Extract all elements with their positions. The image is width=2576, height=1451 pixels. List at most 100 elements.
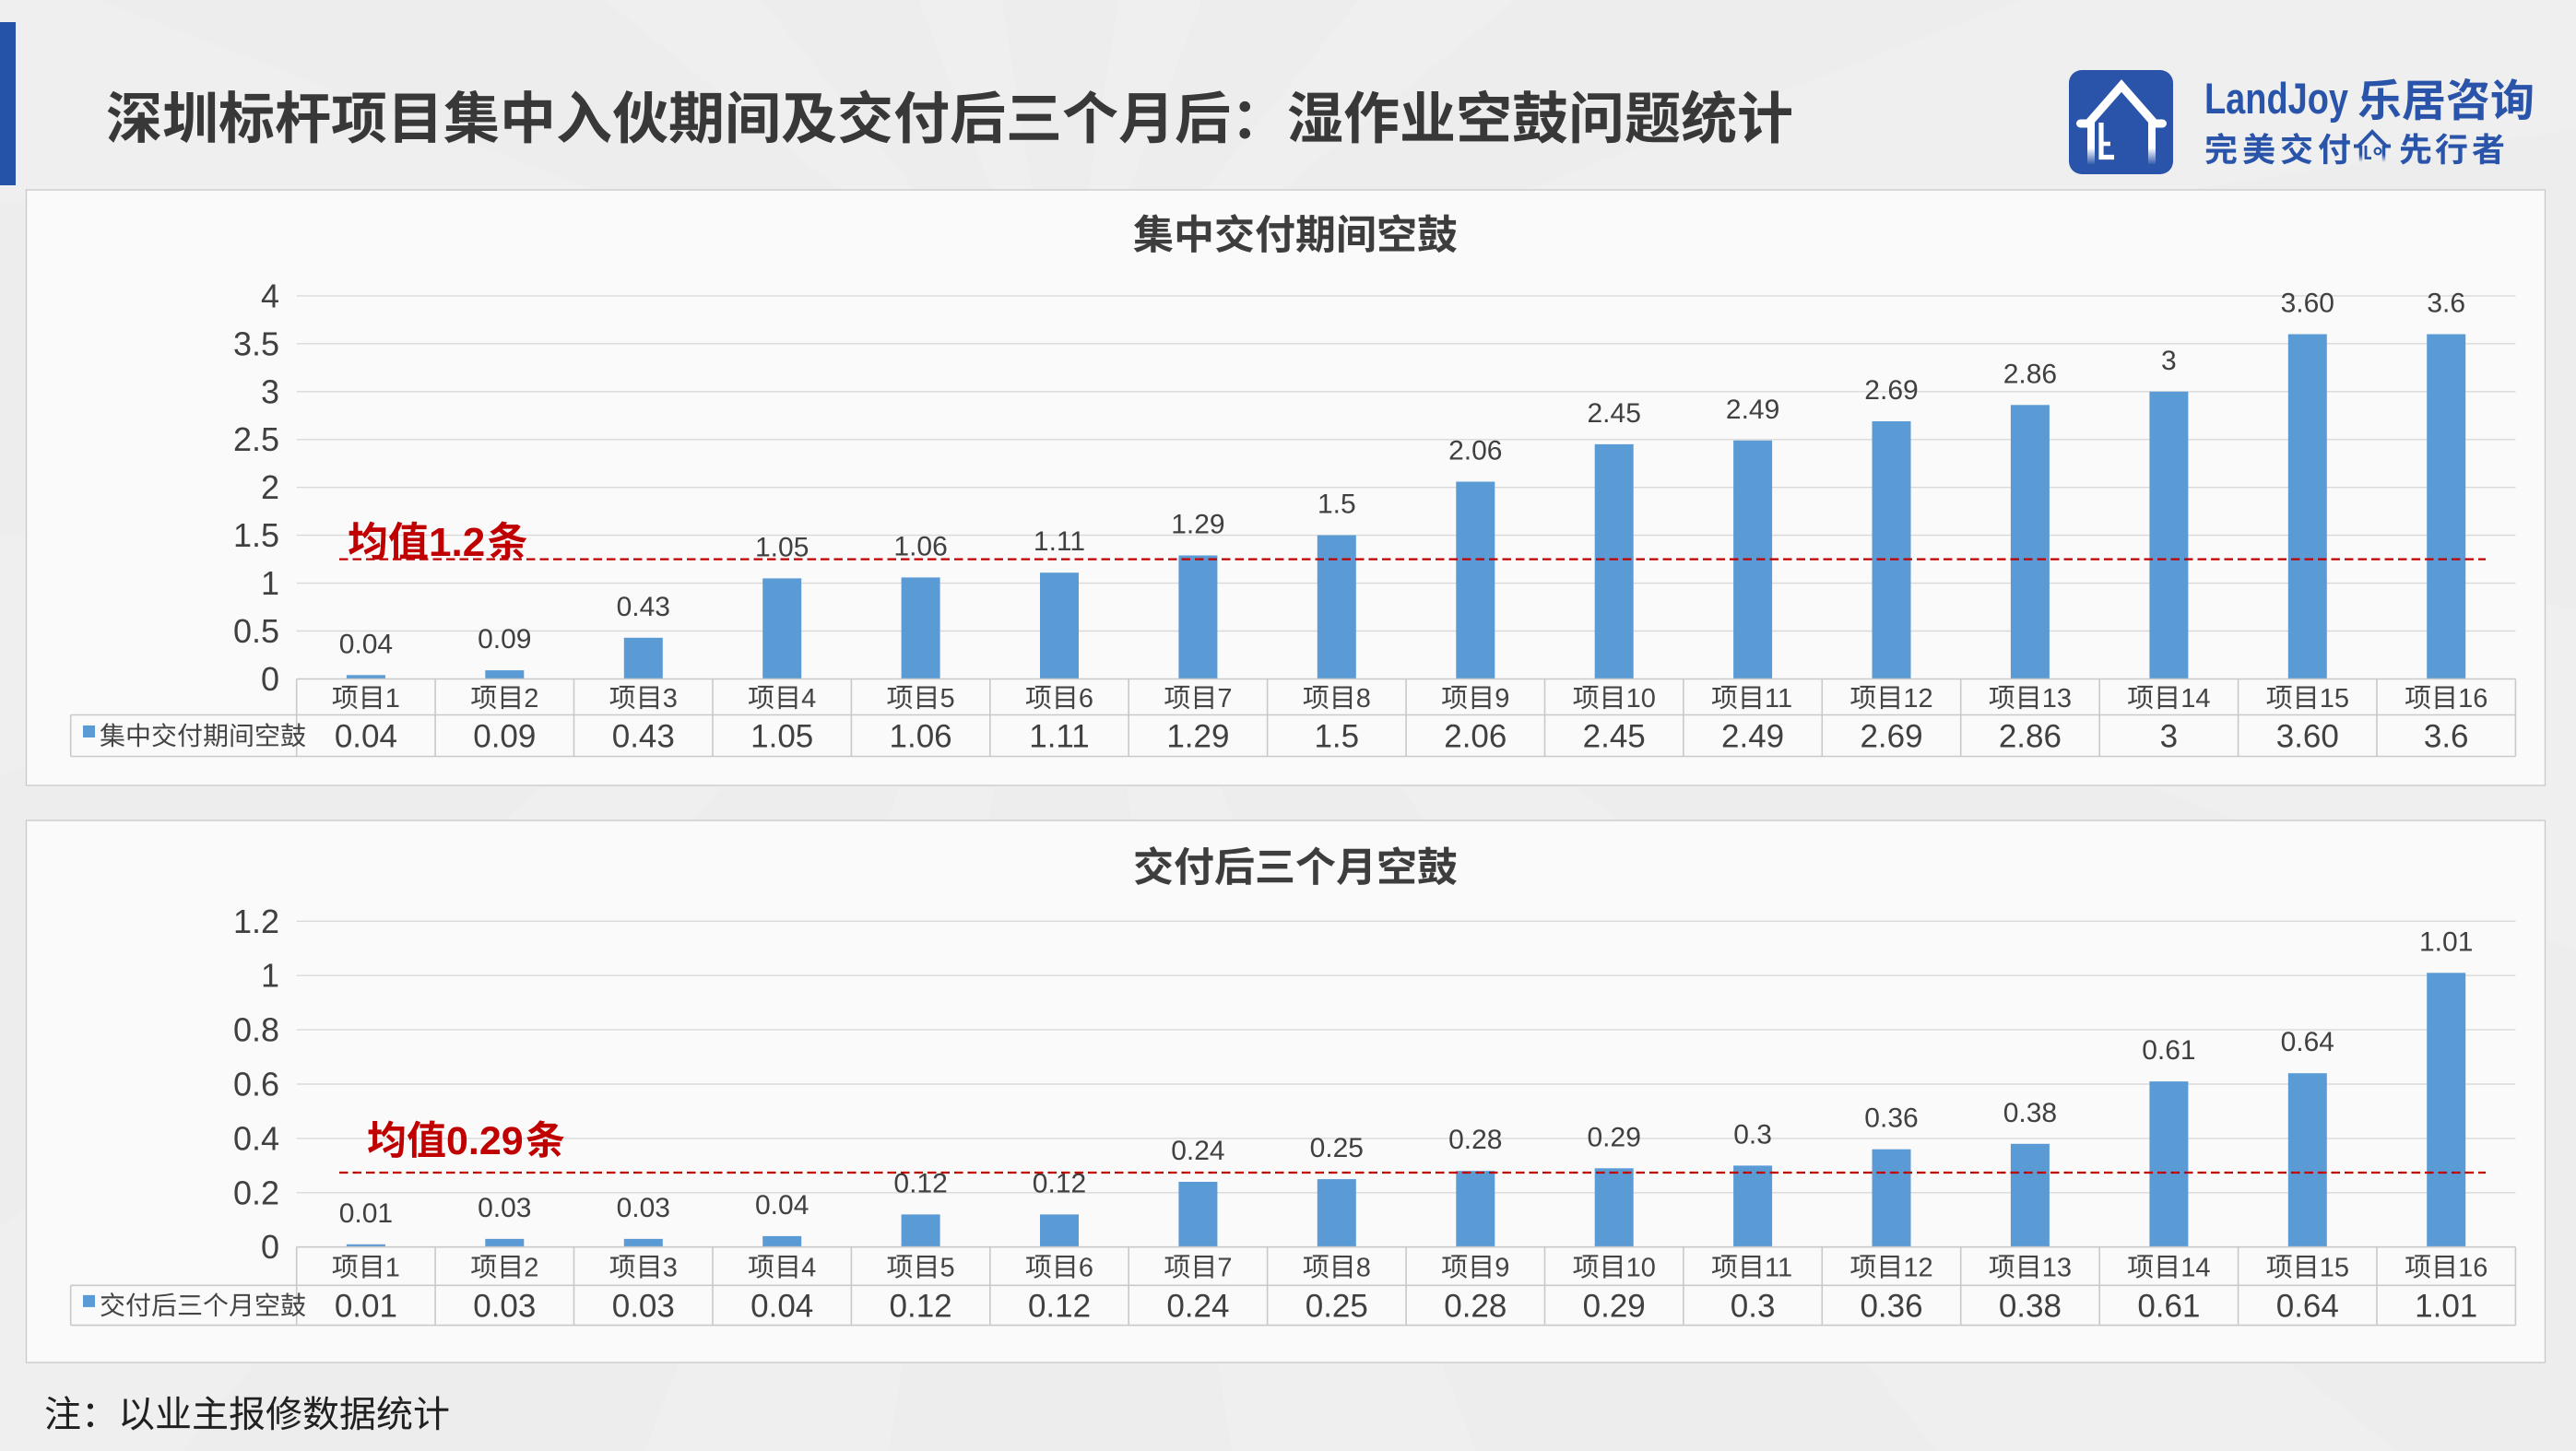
svg-text:0.5: 0.5	[233, 612, 279, 650]
svg-text:0.25: 0.25	[1306, 1288, 1368, 1324]
svg-text:0.04: 0.04	[339, 629, 393, 659]
svg-text:1.11: 1.11	[1029, 719, 1090, 755]
svg-text:16: 16	[2458, 684, 2487, 714]
svg-text:9: 9	[1495, 684, 1509, 714]
svg-text:8: 8	[1356, 684, 1371, 714]
svg-text:0.64: 0.64	[2281, 1027, 2334, 1057]
svg-text:1: 1	[385, 684, 400, 714]
svg-text:0.29: 0.29	[1583, 1288, 1646, 1324]
svg-text:1.2: 1.2	[429, 520, 485, 565]
svg-text:13: 13	[2042, 1254, 2072, 1283]
svg-text:0.38: 0.38	[1999, 1288, 2062, 1324]
svg-text:2.45: 2.45	[1588, 398, 1641, 429]
svg-text:0.38: 0.38	[2003, 1098, 2057, 1128]
svg-text:10: 10	[1626, 684, 1656, 714]
svg-text:0.6: 0.6	[233, 1066, 279, 1103]
svg-text:1.2: 1.2	[233, 902, 279, 940]
svg-text:1.06: 1.06	[890, 719, 952, 755]
svg-text:13: 13	[2042, 684, 2072, 714]
svg-text:8: 8	[1356, 1254, 1371, 1283]
svg-text:6: 6	[1079, 684, 1093, 714]
svg-text:11: 11	[1765, 1254, 1792, 1283]
svg-text:4: 4	[801, 1254, 816, 1283]
svg-text:1: 1	[385, 1254, 400, 1283]
svg-text:0.61: 0.61	[2142, 1035, 2195, 1066]
svg-text:3.6: 3.6	[2424, 719, 2469, 755]
svg-text:1.29: 1.29	[1166, 719, 1229, 755]
svg-text:0: 0	[261, 660, 279, 698]
svg-text:3: 3	[663, 684, 678, 714]
svg-text:0.29: 0.29	[446, 1119, 524, 1163]
svg-text:2.06: 2.06	[1444, 719, 1507, 755]
svg-text:1.5: 1.5	[1314, 719, 1359, 755]
svg-text:7: 7	[1217, 1254, 1232, 1283]
svg-text:3.5: 3.5	[233, 324, 279, 362]
svg-text:0.8: 0.8	[233, 1011, 279, 1049]
svg-text:12: 12	[1903, 1254, 1932, 1283]
svg-text:2.69: 2.69	[1860, 719, 1922, 755]
svg-text:14: 14	[2180, 1254, 2210, 1283]
svg-text:2.49: 2.49	[1726, 395, 1779, 425]
svg-text:0.03: 0.03	[612, 1288, 675, 1324]
svg-text:1: 1	[261, 564, 279, 602]
svg-text:0.12: 0.12	[890, 1288, 952, 1324]
svg-text:0.04: 0.04	[750, 1288, 813, 1324]
svg-text:10: 10	[1626, 1254, 1656, 1283]
svg-text:3.60: 3.60	[2276, 719, 2339, 755]
svg-text:4: 4	[801, 684, 816, 714]
svg-text:2.06: 2.06	[1448, 436, 1502, 466]
svg-text:1.5: 1.5	[1318, 490, 1356, 520]
svg-text:2.86: 2.86	[2003, 359, 2057, 389]
svg-text:3: 3	[2160, 719, 2178, 755]
svg-text:1.01: 1.01	[2415, 1288, 2477, 1324]
svg-text:6: 6	[1079, 1254, 1093, 1283]
svg-text:LandJoy: LandJoy	[2204, 74, 2348, 123]
svg-text:0: 0	[261, 1228, 279, 1266]
svg-text:0.36: 0.36	[1864, 1103, 1918, 1134]
svg-text:2.5: 2.5	[233, 420, 279, 458]
svg-text:0.29: 0.29	[1588, 1122, 1641, 1152]
svg-text:12: 12	[1903, 684, 1932, 714]
svg-text:7: 7	[1217, 684, 1232, 714]
svg-text:11: 11	[1765, 684, 1792, 714]
svg-text:5: 5	[940, 1254, 955, 1283]
svg-text:0.03: 0.03	[473, 1288, 536, 1324]
svg-text:4: 4	[261, 277, 279, 314]
svg-text:0.03: 0.03	[617, 1193, 670, 1223]
svg-text:2.45: 2.45	[1583, 719, 1646, 755]
svg-text:1.11: 1.11	[1034, 526, 1085, 557]
svg-text:2: 2	[524, 1254, 538, 1283]
svg-text:1.06: 1.06	[893, 531, 947, 561]
svg-text:1: 1	[261, 957, 279, 995]
svg-text:2: 2	[261, 468, 279, 506]
svg-text:0.28: 0.28	[1448, 1125, 1502, 1155]
svg-text:15: 15	[2320, 1254, 2349, 1283]
svg-text:3.60: 3.60	[2281, 289, 2334, 319]
svg-text:0.64: 0.64	[2276, 1288, 2339, 1324]
svg-text:9: 9	[1495, 1254, 1509, 1283]
svg-text:1.5: 1.5	[233, 516, 279, 554]
svg-text:0.01: 0.01	[339, 1198, 393, 1229]
svg-text:1.05: 1.05	[755, 532, 809, 562]
svg-text:1.01: 1.01	[2419, 926, 2473, 957]
svg-text:2.69: 2.69	[1864, 375, 1918, 406]
svg-text:0.4: 0.4	[233, 1119, 279, 1157]
svg-text:0.01: 0.01	[335, 1288, 397, 1324]
svg-text:2.49: 2.49	[1721, 719, 1784, 755]
svg-text:0.12: 0.12	[1028, 1288, 1091, 1324]
svg-text:0.24: 0.24	[1166, 1288, 1229, 1324]
svg-text:0.43: 0.43	[617, 592, 670, 622]
svg-text:1.29: 1.29	[1171, 510, 1224, 540]
svg-text:0.3: 0.3	[1731, 1288, 1776, 1324]
svg-text:16: 16	[2458, 1254, 2487, 1283]
svg-text:0.09: 0.09	[473, 719, 536, 755]
svg-text:0.43: 0.43	[612, 719, 675, 755]
svg-text:0.2: 0.2	[233, 1174, 279, 1211]
svg-text:14: 14	[2180, 684, 2210, 714]
svg-text:0.04: 0.04	[755, 1190, 809, 1221]
svg-text:2.86: 2.86	[1999, 719, 2062, 755]
svg-text:0.25: 0.25	[1310, 1133, 1364, 1163]
svg-text:0.28: 0.28	[1444, 1288, 1507, 1324]
svg-text:0.09: 0.09	[478, 624, 531, 655]
svg-text:3: 3	[663, 1254, 678, 1283]
